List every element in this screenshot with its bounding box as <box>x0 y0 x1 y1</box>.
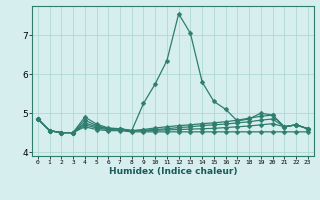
X-axis label: Humidex (Indice chaleur): Humidex (Indice chaleur) <box>108 167 237 176</box>
